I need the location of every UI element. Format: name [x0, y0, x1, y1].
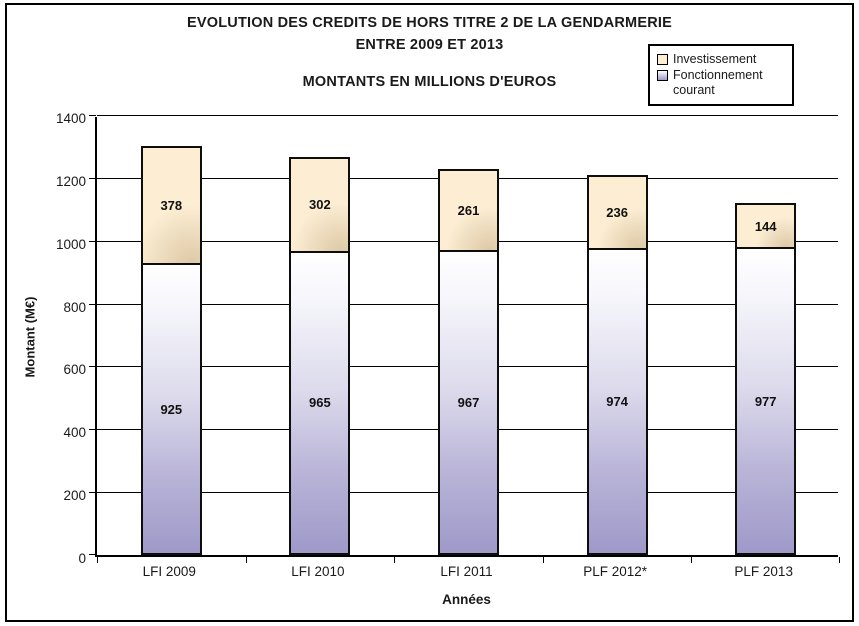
x-axis-tick [839, 557, 840, 563]
y-axis-tick [89, 366, 96, 368]
x-category-label: PLF 2013 [734, 564, 793, 579]
bar-plf-2013: 144 977 [735, 202, 797, 555]
x-category-label: PLF 2012* [583, 564, 647, 579]
bar-value-label-investissement: 236 [606, 204, 628, 220]
legend-swatch-fonctionnement [657, 70, 668, 81]
y-axis-tick [89, 240, 96, 242]
y-tick-label: 0 [78, 551, 86, 566]
x-axis-title: Années [442, 592, 491, 607]
y-tick-label: 600 [63, 362, 86, 378]
bar-segment-fonctionnement: 977 [737, 249, 795, 553]
y-tick-label: 400 [63, 425, 86, 441]
bar-segment-investissement: 144 [737, 204, 795, 250]
x-category-label: LFI 2009 [142, 564, 196, 579]
y-tick-label: 1200 [55, 173, 86, 189]
y-tick-label: 800 [63, 299, 86, 315]
plot-area: 378 925 302 965 261 967 236 974 144 977 [89, 115, 840, 563]
bar-segment-fonctionnement: 967 [440, 252, 497, 553]
bar-value-label-fonctionnement: 965 [309, 395, 331, 411]
legend-label: Investissement [673, 52, 757, 66]
bar-segment-investissement: 378 [142, 147, 200, 266]
bar-segment-investissement: 261 [440, 171, 497, 253]
bar-value-label-investissement: 144 [754, 218, 777, 234]
y-axis-tick [89, 303, 96, 305]
y-axis-tick [89, 554, 96, 555]
bar-value-label-fonctionnement: 977 [754, 393, 777, 409]
bar-lfi-2009: 378 925 [140, 145, 202, 555]
x-axis-tick [245, 557, 247, 563]
legend: Investissement Fonctionnement courant [648, 44, 794, 106]
legend-swatch-investissement [657, 54, 668, 65]
x-axis-tick [97, 557, 98, 563]
x-axis-tick [394, 557, 396, 563]
y-tick-label: 1400 [55, 111, 86, 126]
bar-segment-investissement: 302 [291, 158, 349, 253]
legend-label: Fonctionnement courant [673, 68, 763, 97]
chart-title-line2: ENTRE 2009 ET 2013 [355, 37, 504, 53]
bar-lfi-2011: 261 967 [438, 169, 499, 555]
bar-lfi-2010: 302 965 [289, 156, 351, 555]
x-axis-tick [542, 557, 544, 563]
chart-title-line1: EVOLUTION DES CREDITS DE HORS TITRE 2 DE… [187, 15, 672, 31]
x-category-labels: LFI 2009 LFI 2010 LFI 2011 PLF 2012* PLF 201… [95, 563, 838, 581]
bar-segment-fonctionnement: 974 [588, 250, 646, 553]
bar-value-label-investissement: 261 [457, 203, 480, 219]
bar-value-label-fonctionnement: 974 [606, 394, 628, 410]
bar-segment-fonctionnement: 925 [142, 265, 200, 553]
page-border [5, 3, 854, 622]
legend-item-fonctionnement: Fonctionnement courant [657, 68, 788, 98]
bar-segment-fonctionnement: 965 [291, 252, 349, 553]
gridline [97, 115, 838, 116]
x-category-label: LFI 2010 [291, 564, 345, 579]
y-tick-label: 1000 [55, 236, 86, 252]
y-tick-labels: 0 200 400 600 800 1000 1200 1400 [0, 111, 86, 566]
y-axis-tick [89, 429, 96, 431]
bar-segment-investissement: 236 [588, 176, 646, 251]
chart-title: EVOLUTION DES CREDITS DE HORS TITRE 2 DE… [0, 12, 859, 56]
x-category-label: LFI 2011 [440, 564, 493, 579]
y-axis-tick [89, 115, 96, 116]
chart-subtitle: MONTANTS EN MILLIONS D'EUROS [302, 74, 557, 90]
x-axis-tick [691, 557, 693, 563]
y-tick-label: 200 [63, 488, 86, 504]
bar-value-label-fonctionnement: 925 [160, 401, 183, 417]
bar-value-label-investissement: 378 [160, 197, 183, 213]
bar-plf-2012: 236 974 [586, 174, 648, 555]
legend-item-investissement: Investissement [657, 52, 788, 67]
bar-value-label-fonctionnement: 967 [457, 395, 480, 411]
y-axis-tick [89, 177, 96, 179]
y-axis-tick [89, 492, 96, 494]
bar-value-label-investissement: 302 [309, 197, 331, 213]
